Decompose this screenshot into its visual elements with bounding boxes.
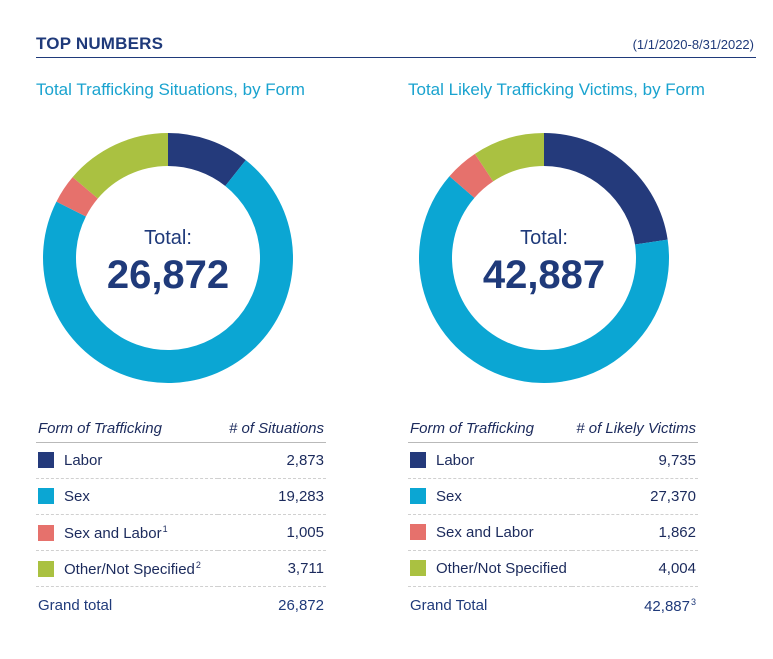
col-count-header: # of Situations [217,416,326,443]
col-count-header: # of Likely Victims [571,416,698,443]
donut-slice-sex [43,160,294,383]
donut-svg: Total: 26,872 [43,133,294,383]
row-label: Sex [64,488,90,505]
row-label-cell: Other/Not Specified [408,550,572,587]
legend-swatch-labor [38,452,54,468]
footnote-marker: 1 [162,523,168,534]
row-value: 27,370 [571,478,698,515]
col-form-header: Form of Trafficking [408,416,572,443]
center-total-value: 42,887 [483,253,605,297]
legend-swatch-other-not-specified [410,560,426,576]
donut-slice-sex-and-labor [449,153,494,198]
donut-slice-other-not-specified [72,133,168,199]
table-row: Labor 2,873 [36,442,326,479]
table-row: Labor 9,735 [408,442,698,479]
footnote-marker: 2 [195,559,201,570]
situations-donut-chart: Total: 26,872 [38,128,298,388]
row-label: Other/Not Specified [64,560,195,578]
donut-slice-other-not-specified [474,133,544,182]
grand-total-label: Grand Total [410,597,488,615]
table-row: Sex and Labor1 1,005 [36,514,326,551]
row-value: 9,735 [571,442,698,479]
row-label: Labor [64,452,103,469]
center-total-label: Total: [520,227,568,249]
legend-swatch-labor [410,452,426,468]
row-label: Other/Not Specified [436,560,567,577]
table-row: Other/Not Specified 4,004 [408,550,698,587]
section-header: TOP NUMBERS (1/1/2020-8/31/2022) [36,34,756,58]
grand-total-row: Grand Total 42,8873 [408,587,698,623]
row-value: 1,862 [571,514,698,551]
grand-total-row: Grand total 26,872 [36,587,326,623]
legend-swatch-sex-and-labor [38,524,54,541]
situations-table: Form of Trafficking # of Situations Labo… [36,416,326,623]
victims-donut-chart: Total: 42,887 [414,128,674,388]
center-total-value: 26,872 [107,253,229,297]
donut-slice-labor [544,133,668,245]
victims-panel: Total Likely Trafficking Victims, by For… [408,80,728,615]
center-total-label: Total: [144,227,192,249]
table-row: Sex and Labor 1,862 [408,514,698,551]
row-label: Sex [436,488,462,505]
row-label-cell: Sex [408,478,572,515]
legend-swatch-sex-and-labor [410,524,426,540]
victims-table: Form of Trafficking # of Likely Victims … [408,416,698,623]
donut-svg: Total: 42,887 [419,133,670,384]
row-label-cell: Labor [408,442,572,479]
row-label: Sex and Labor [436,524,534,541]
row-label-cell: Labor [36,442,218,479]
grand-total-value: 26,872 [278,597,324,615]
row-label-cell: Sex and Labor1 [36,514,218,551]
grand-total-value: 42,8873 [644,596,696,615]
table-row: Sex 19,283 [36,478,326,515]
footnote-marker: 3 [690,596,696,607]
donut-slice-sex-and-labor [56,177,98,217]
row-value: 4,004 [571,550,698,587]
chart-title: Total Trafficking Situations, by Form [36,80,305,99]
row-value: 2,873 [217,442,326,479]
donut-slice-labor [168,133,246,186]
legend-swatch-sex [38,488,54,504]
chart-title: Total Likely Trafficking Victims, by For… [408,80,705,99]
row-label-cell: Sex and Labor [408,514,572,551]
row-label-cell: Sex [36,478,218,515]
row-value: 3,711 [217,550,326,587]
donut-slice-sex [419,176,670,384]
section-title: TOP NUMBERS [36,34,164,53]
row-label: Labor [436,452,475,469]
date-range: (1/1/2020-8/31/2022) [632,37,754,52]
grand-total-label: Grand total [38,597,113,615]
legend-swatch-other-not-specified [38,560,54,577]
row-value: 1,005 [217,514,326,551]
row-label-cell: Other/Not Specified2 [36,550,218,587]
situations-panel: Total Trafficking Situations, by Form To… [36,80,356,614]
legend-swatch-sex [410,488,426,504]
table-row: Sex 27,370 [408,478,698,515]
row-value: 19,283 [217,478,326,515]
col-form-header: Form of Trafficking [36,416,218,443]
table-row: Other/Not Specified2 3,711 [36,550,326,587]
row-label: Sex and Labor [64,524,162,542]
